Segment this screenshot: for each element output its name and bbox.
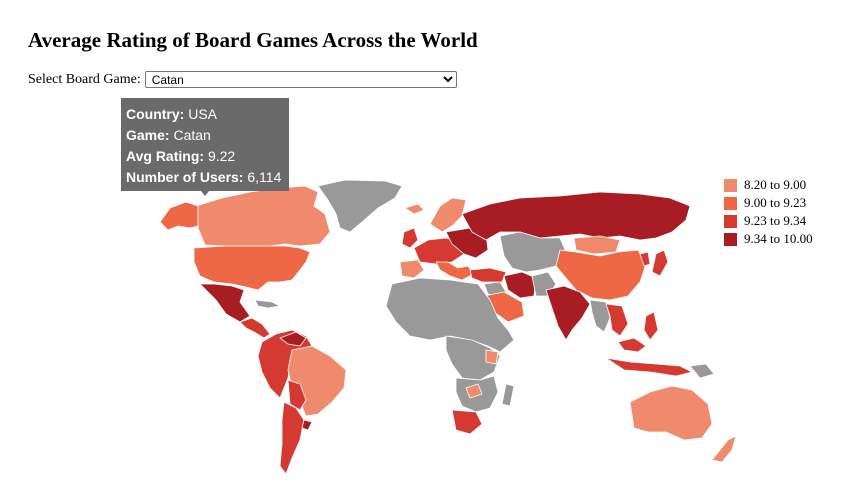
country-philippines[interactable] xyxy=(643,311,659,341)
region-caribbean[interactable] xyxy=(254,299,281,309)
tooltip-country-label: Country: xyxy=(126,106,185,122)
country-new-zealand[interactable] xyxy=(711,435,737,463)
country-mongolia[interactable] xyxy=(573,235,621,255)
country-tooltip: Country: USA Game: Catan Avg Rating: 9.2… xyxy=(121,98,289,191)
country-uruguay[interactable] xyxy=(301,419,313,431)
country-turkey[interactable] xyxy=(469,267,507,283)
region-indochina[interactable] xyxy=(605,303,629,337)
country-china[interactable] xyxy=(555,249,647,301)
country-madagascar[interactable] xyxy=(501,383,515,407)
legend-item: 9.00 to 9.23 xyxy=(724,194,813,212)
region-argentina-chile[interactable] xyxy=(279,401,305,475)
country-mexico[interactable] xyxy=(199,283,251,323)
tooltip-rating-value: 9.22 xyxy=(207,148,236,164)
country-india[interactable] xyxy=(545,285,591,341)
country-usa[interactable] xyxy=(193,245,311,291)
country-kenya[interactable] xyxy=(485,349,499,365)
region-africa-central[interactable] xyxy=(445,335,501,381)
tooltip-rating-label: Avg Rating: xyxy=(126,148,205,164)
legend-swatch xyxy=(724,214,737,228)
game-select[interactable]: Catan xyxy=(144,71,457,88)
legend-item: 8.20 to 9.00 xyxy=(724,176,813,194)
tooltip-game-value: Catan xyxy=(173,127,211,143)
region-central-america[interactable] xyxy=(239,317,271,339)
region-scandinavia[interactable] xyxy=(429,197,467,233)
country-greenland[interactable] xyxy=(317,179,403,233)
region-bolivia-paraguay[interactable] xyxy=(287,379,307,411)
country-south-africa[interactable] xyxy=(451,409,483,435)
country-australia[interactable] xyxy=(629,385,713,441)
game-select-label: Select Board Game: xyxy=(28,71,141,87)
legend-swatch xyxy=(724,196,737,210)
region-italy-balkans[interactable] xyxy=(435,261,475,281)
page-title: Average Rating of Board Games Across the… xyxy=(28,28,478,52)
legend-label: 8.20 to 9.00 xyxy=(744,177,807,192)
tooltip-arrow xyxy=(201,191,209,196)
country-indonesia[interactable] xyxy=(605,357,693,377)
country-papua-new-guinea[interactable] xyxy=(689,363,715,379)
country-malaysia[interactable] xyxy=(617,337,647,353)
tooltip-country-value: USA xyxy=(188,106,218,122)
legend-item: 9.23 to 9.34 xyxy=(724,212,813,230)
country-iceland[interactable] xyxy=(404,203,425,215)
legend-swatch xyxy=(724,232,737,246)
tooltip-game-label: Game: xyxy=(126,127,170,143)
region-iberia[interactable] xyxy=(399,259,425,279)
game-selector-row: Select Board Game: Catan xyxy=(28,71,457,88)
region-uk-ireland[interactable] xyxy=(401,227,419,249)
region-southeast-asia[interactable] xyxy=(589,299,611,333)
legend-label: 9.23 to 9.34 xyxy=(744,213,807,228)
legend-swatch xyxy=(724,178,737,192)
legend-label: 9.00 to 9.23 xyxy=(744,195,807,210)
country-zimbabwe[interactable] xyxy=(465,383,483,399)
region-korea[interactable] xyxy=(639,251,651,267)
tooltip-users-value: 6,114 xyxy=(247,169,282,185)
country-venezuela[interactable] xyxy=(279,331,307,347)
legend-item: 9.34 to 10.00 xyxy=(724,230,813,248)
region-africa-north[interactable] xyxy=(385,277,515,353)
country-usa-alaska[interactable] xyxy=(159,201,199,231)
legend: 8.20 to 9.00 9.00 to 9.23 9.23 to 9.34 9… xyxy=(724,176,813,248)
country-russia[interactable] xyxy=(461,191,691,241)
country-canada[interactable] xyxy=(195,185,331,247)
country-japan[interactable] xyxy=(651,249,669,277)
country-iran[interactable] xyxy=(503,271,537,299)
tooltip-users-label: Number of Users: xyxy=(126,169,244,185)
legend-label: 9.34 to 10.00 xyxy=(744,231,813,246)
